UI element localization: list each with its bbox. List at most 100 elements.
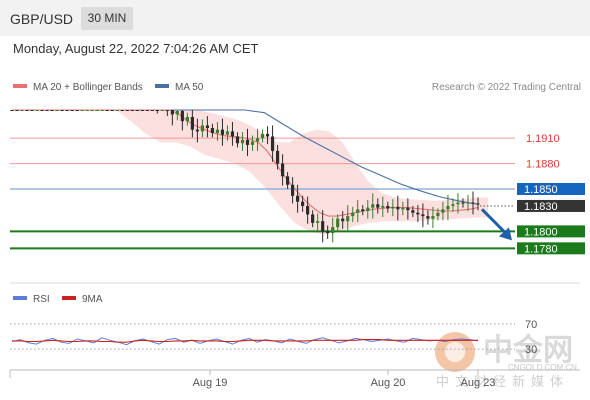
rsi-panel: 70 30: [10, 319, 537, 356]
forecast-arrow: [480, 208, 508, 235]
support-level-box: [517, 242, 585, 255]
ma20-line: [12, 109, 479, 217]
candle-body: [80, 110, 84, 111]
rsi-ma-legend-label: 9MA: [82, 294, 103, 305]
candle-body: [215, 129, 220, 134]
candle-body: [476, 203, 480, 205]
candle-body: [180, 111, 184, 122]
candle-body: [391, 206, 395, 209]
candle-body: [326, 231, 330, 234]
candle-body: [356, 209, 360, 213]
watermark: 中金网 CNGOLD.COM.CN 中文财经新媒体: [435, 332, 577, 390]
candle-body: [130, 110, 134, 111]
candle-body: [150, 110, 154, 111]
level-label-layer: 1.1910 1.1880 1.1850 1.1830 1.1800 1.1780: [517, 133, 585, 255]
candle-body: [110, 110, 114, 111]
candle-body: [175, 111, 179, 115]
candle-body: [250, 141, 255, 145]
bollinger-band-layer: [12, 110, 488, 235]
candle-body: [185, 116, 189, 122]
candle-body: [155, 110, 159, 111]
candle-body: [140, 110, 144, 111]
candle-body: [351, 212, 355, 217]
candle-body: [331, 227, 335, 234]
ma20-legend-swatch: [13, 84, 27, 88]
candle-body: [321, 221, 325, 232]
candle-body: [270, 136, 275, 151]
pivot-level-box: [517, 183, 585, 195]
candle-body: [426, 216, 430, 219]
candle-body: [336, 218, 340, 228]
candle-body: [431, 216, 435, 219]
copyright-text: Research © 2022 Trading Central: [432, 82, 581, 93]
candle-body: [401, 207, 405, 210]
candle-body: [301, 201, 305, 206]
candle-body: [306, 205, 310, 215]
candle-body: [316, 221, 320, 223]
candle-body: [220, 129, 225, 135]
ma50-legend-swatch: [155, 84, 169, 88]
pivot-level-label: 1.1850: [524, 184, 558, 196]
candle-body: [95, 110, 99, 111]
candle-body: [361, 209, 365, 212]
watermark-text: 中金网: [483, 333, 573, 368]
timeframe-button[interactable]: 30 MIN: [81, 7, 133, 30]
symbol-header: GBP/USD 30 MIN: [0, 0, 590, 36]
candle-body: [381, 205, 385, 208]
candle-body: [90, 110, 94, 111]
candle-body: [145, 110, 149, 111]
candle-body: [311, 214, 315, 223]
rsi-level-label: 30: [525, 344, 537, 356]
candle-body: [291, 184, 295, 196]
candle-body: [10, 110, 14, 111]
rsi-legend: RSI 9MA: [13, 294, 103, 305]
candle-body: [346, 216, 350, 222]
candle-body: [190, 116, 194, 130]
rsi-level-label: 70: [525, 319, 537, 331]
price-legend: MA 20 + Bollinger Bands MA 50: [13, 82, 204, 93]
candle-body: [195, 129, 199, 132]
candle-body: [411, 210, 415, 213]
candle-body: [471, 202, 475, 204]
candle-body: [120, 110, 124, 111]
candle-body: [170, 110, 174, 115]
candle-body: [285, 176, 290, 185]
x-tick-label: Aug 20: [371, 377, 406, 389]
candle-body: [341, 218, 345, 222]
support-level-label: 1.1800: [524, 226, 558, 238]
candle-body: [376, 204, 380, 208]
candle-body: [296, 195, 300, 202]
current-level-box: [517, 199, 585, 212]
candle-body: [366, 207, 370, 212]
candle-body: [386, 205, 390, 209]
rsi-legend-swatch: [13, 296, 27, 300]
x-axis-ticks: Aug 19 Aug 20 Aug 23: [193, 370, 495, 389]
rsi-legend-label: RSI: [33, 294, 50, 305]
candle-body: [50, 110, 54, 111]
candle-body: [235, 136, 240, 144]
candle-body: [446, 205, 450, 210]
candle-body: [456, 202, 460, 205]
candle-body: [25, 110, 29, 111]
candle-body: [40, 110, 44, 111]
candle-body: [105, 110, 109, 111]
rsi-ma-line: [12, 339, 478, 343]
rsi-ma-legend-swatch: [62, 296, 76, 300]
candle-body: [135, 110, 139, 111]
candlestick-layer: [10, 110, 512, 243]
candle-body: [225, 131, 230, 135]
candle-body: [70, 110, 74, 111]
watermark-subtitle: 中文财经新媒体: [436, 374, 569, 390]
candle-body: [280, 163, 285, 177]
candle-body: [230, 131, 235, 137]
symbol-label: GBP/USD: [10, 11, 74, 27]
ma20-legend-label: MA 20 + Bollinger Bands: [33, 82, 143, 93]
candle-body: [275, 150, 280, 164]
moving-average-layer: [12, 109, 479, 217]
candle-body: [461, 202, 465, 204]
candle-body: [260, 133, 265, 139]
candle-body: [100, 110, 104, 111]
forecast-arrow-head: [499, 227, 512, 241]
candle-body: [45, 110, 49, 111]
